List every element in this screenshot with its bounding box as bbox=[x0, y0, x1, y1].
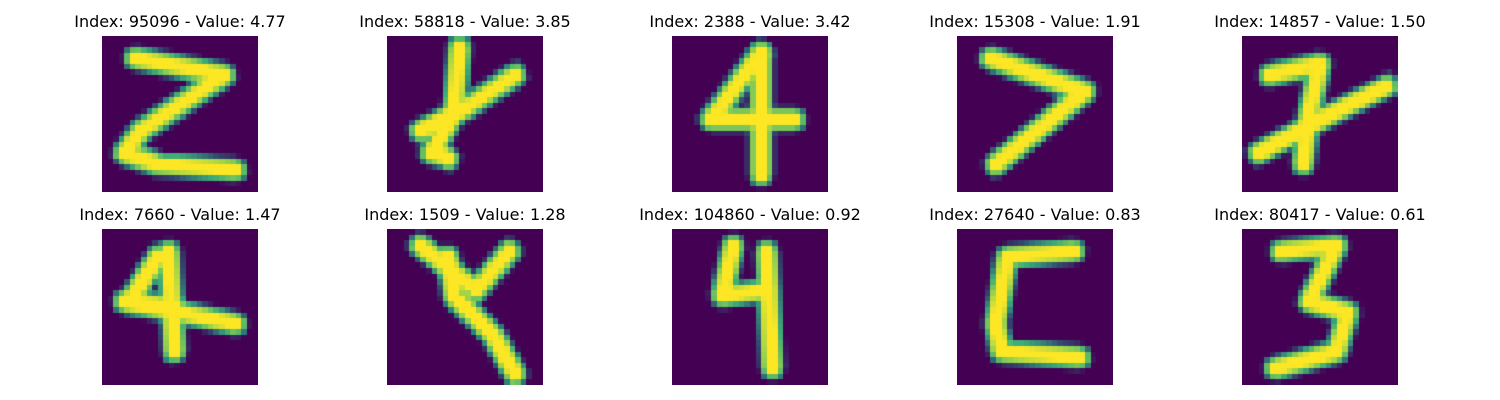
digit-panel: Index: 7660 - Value: 1.47 bbox=[60, 205, 300, 385]
index-value: 14857 bbox=[1268, 12, 1320, 31]
index-prefix: Index: bbox=[929, 12, 984, 31]
digit-image bbox=[387, 36, 543, 192]
score-value: 3.42 bbox=[814, 12, 851, 31]
digit-image bbox=[672, 36, 828, 192]
digit-image bbox=[1242, 229, 1398, 385]
value-prefix: - Value: bbox=[1034, 205, 1106, 224]
digit-image bbox=[957, 229, 1113, 385]
digit-panel: Index: 104860 - Value: 0.92 bbox=[630, 205, 870, 385]
index-prefix: Index: bbox=[364, 205, 419, 224]
panel-title: Index: 2388 - Value: 3.42 bbox=[630, 12, 870, 32]
index-value: 2388 bbox=[703, 12, 745, 31]
index-value: 95096 bbox=[128, 12, 180, 31]
panel-title: Index: 95096 - Value: 4.77 bbox=[60, 12, 300, 32]
score-value: 1.50 bbox=[1390, 12, 1426, 31]
digit-panel: Index: 14857 - Value: 1.50 bbox=[1200, 12, 1440, 192]
panel-title: Index: 58818 - Value: 3.85 bbox=[345, 12, 585, 32]
index-prefix: Index: bbox=[639, 205, 694, 224]
digit-image bbox=[387, 229, 543, 385]
index-prefix: Index: bbox=[1214, 12, 1269, 31]
index-prefix: Index: bbox=[1214, 205, 1269, 224]
value-prefix: - Value: bbox=[459, 205, 530, 224]
index-value: 15308 bbox=[983, 12, 1035, 31]
index-value: 1509 bbox=[418, 205, 460, 224]
score-value: 0.92 bbox=[825, 205, 861, 224]
value-prefix: - Value: bbox=[744, 12, 815, 31]
score-value: 0.61 bbox=[1390, 205, 1426, 224]
digit-image bbox=[1242, 36, 1398, 192]
value-prefix: - Value: bbox=[754, 205, 826, 224]
digit-image bbox=[957, 36, 1113, 192]
index-value: 80417 bbox=[1268, 205, 1320, 224]
index-value: 7660 bbox=[133, 205, 175, 224]
index-prefix: Index: bbox=[359, 12, 414, 31]
value-prefix: - Value: bbox=[179, 12, 251, 31]
index-prefix: Index: bbox=[79, 205, 134, 224]
panel-title: Index: 15308 - Value: 1.91 bbox=[915, 12, 1155, 32]
digit-image bbox=[672, 229, 828, 385]
digit-panel: Index: 2388 - Value: 3.42 bbox=[630, 12, 870, 192]
score-value: 1.28 bbox=[529, 205, 566, 224]
score-value: 1.47 bbox=[244, 205, 281, 224]
index-prefix: Index: bbox=[649, 12, 704, 31]
panel-title: Index: 1509 - Value: 1.28 bbox=[345, 205, 585, 225]
value-prefix: - Value: bbox=[1319, 12, 1391, 31]
index-value: 58818 bbox=[413, 12, 465, 31]
score-value: 3.85 bbox=[535, 12, 571, 31]
score-value: 0.83 bbox=[1105, 205, 1141, 224]
digit-panel: Index: 95096 - Value: 4.77 bbox=[60, 12, 300, 192]
value-prefix: - Value: bbox=[1319, 205, 1391, 224]
digit-image bbox=[102, 229, 258, 385]
value-prefix: - Value: bbox=[174, 205, 245, 224]
score-value: 1.91 bbox=[1105, 12, 1141, 31]
digit-image bbox=[102, 36, 258, 192]
index-value: 104860 bbox=[693, 205, 755, 224]
index-prefix: Index: bbox=[929, 205, 984, 224]
panel-title: Index: 80417 - Value: 0.61 bbox=[1200, 205, 1440, 225]
digit-panel: Index: 15308 - Value: 1.91 bbox=[915, 12, 1155, 192]
digit-panel: Index: 80417 - Value: 0.61 bbox=[1200, 205, 1440, 385]
score-value: 4.77 bbox=[250, 12, 286, 31]
panel-title: Index: 104860 - Value: 0.92 bbox=[630, 205, 870, 225]
digit-panel: Index: 1509 - Value: 1.28 bbox=[345, 205, 585, 385]
digit-panel: Index: 58818 - Value: 3.85 bbox=[345, 12, 585, 192]
index-value: 27640 bbox=[983, 205, 1035, 224]
index-prefix: Index: bbox=[74, 12, 129, 31]
panel-title: Index: 27640 - Value: 0.83 bbox=[915, 205, 1155, 225]
panel-title: Index: 7660 - Value: 1.47 bbox=[60, 205, 300, 225]
panel-title: Index: 14857 - Value: 1.50 bbox=[1200, 12, 1440, 32]
digit-panel: Index: 27640 - Value: 0.83 bbox=[915, 205, 1155, 385]
value-prefix: - Value: bbox=[1034, 12, 1106, 31]
value-prefix: - Value: bbox=[464, 12, 536, 31]
